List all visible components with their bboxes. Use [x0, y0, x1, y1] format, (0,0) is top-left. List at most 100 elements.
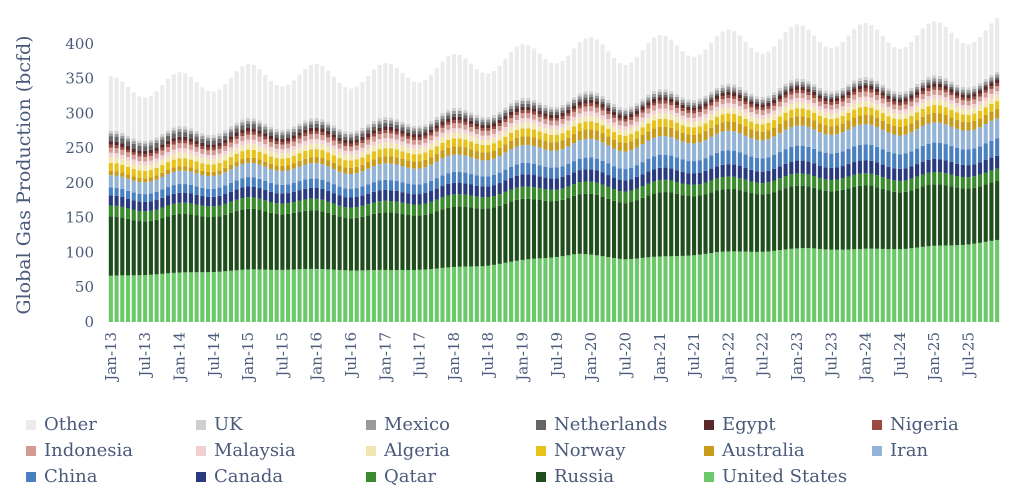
bar-segment: [348, 88, 354, 132]
bar-segment: [125, 178, 131, 191]
bar-segment: [749, 104, 754, 108]
bar-segment: [206, 144, 211, 148]
bar-segment: [429, 180, 434, 192]
legend-label: Netherlands: [554, 414, 668, 435]
bar-segment: [160, 197, 165, 208]
bar-segment: [343, 87, 348, 132]
bar-segment: [640, 50, 645, 99]
bar-segment: [497, 205, 502, 264]
bar-segment: [451, 194, 456, 207]
bar-segment: [320, 199, 325, 212]
bar-segment: [806, 174, 811, 187]
month-stack: [417, 82, 422, 322]
bar-segment: [303, 188, 308, 200]
bar-segment: [417, 134, 422, 138]
bar-segment: [760, 119, 765, 125]
bar-segment: [977, 242, 983, 322]
bar-segment: [537, 114, 542, 117]
bar-segment: [754, 103, 760, 107]
bar-segment: [406, 132, 411, 137]
bar-segment: [823, 167, 828, 180]
bar-segment: [188, 159, 193, 168]
bar-segment: [217, 271, 222, 322]
bar-segment: [554, 106, 559, 110]
month-stack: [486, 73, 491, 322]
bar-segment: [160, 207, 165, 219]
bar-segment: [611, 106, 617, 110]
bar-segment: [514, 187, 519, 200]
bar-segment: [446, 183, 451, 196]
bar-segment: [920, 246, 925, 322]
bar-segment: [629, 190, 634, 202]
bar-segment: [589, 129, 594, 139]
bar-segment: [943, 107, 948, 116]
bar-segment: [972, 113, 977, 121]
legend-item: UK: [196, 414, 243, 435]
bar-segment: [840, 189, 845, 250]
bar-segment: [989, 77, 994, 81]
bar-segment: [211, 164, 216, 172]
bar-segment: [354, 196, 359, 208]
bar-segment: [457, 111, 462, 114]
bar-segment: [320, 150, 325, 159]
bar-segment: [794, 78, 800, 82]
bar-segment: [434, 178, 439, 189]
bar-segment: [286, 143, 291, 149]
bar-segment: [406, 129, 411, 133]
bar-segment: [326, 181, 331, 191]
bar-segment: [228, 139, 233, 143]
bar-segment: [457, 194, 462, 207]
bar-segment: [623, 191, 628, 204]
bar-segment: [869, 24, 874, 79]
month-stack: [360, 82, 365, 322]
legend-swatch: [704, 419, 714, 430]
bar-segment: [834, 95, 840, 98]
x-tick-label: Jul-13: [136, 332, 154, 379]
bar-segment: [457, 116, 462, 121]
bar-segment: [663, 95, 668, 98]
bar-segment: [337, 137, 342, 142]
bar-segment: [171, 203, 176, 215]
bar-segment: [606, 51, 611, 100]
bar-segment: [491, 207, 497, 265]
month-stack: [903, 47, 908, 322]
bar-segment: [686, 55, 691, 100]
y-tick-label: 250: [65, 139, 94, 157]
bar-segment: [560, 149, 565, 167]
bar-segment: [960, 109, 965, 115]
bar-segment: [348, 167, 354, 174]
bar-segment: [714, 101, 720, 107]
bar-segment: [474, 129, 479, 135]
bar-segment: [434, 131, 439, 137]
bar-segment: [497, 156, 502, 173]
bar-segment: [423, 126, 428, 130]
bar-segment: [200, 196, 205, 206]
bar-segment: [429, 135, 434, 141]
bar-segment: [429, 126, 434, 130]
bar-segment: [943, 92, 948, 98]
bar-segment: [160, 155, 165, 160]
bar-segment: [331, 134, 336, 138]
bar-segment: [331, 145, 336, 150]
month-stack: [200, 87, 205, 322]
bar-segment: [360, 82, 365, 129]
bar-segment: [652, 110, 657, 115]
bar-segment: [246, 208, 251, 270]
bar-segment: [268, 146, 274, 151]
bar-segment: [223, 135, 228, 140]
bar-segment: [634, 103, 639, 106]
bar-segment: [640, 134, 645, 145]
bar-segment: [451, 108, 456, 111]
bar-segment: [806, 86, 811, 89]
bar-segment: [463, 118, 468, 122]
bar-segment: [652, 128, 657, 138]
bar-segment: [623, 118, 628, 122]
bar-segment: [995, 138, 1000, 156]
bar-segment: [806, 186, 811, 249]
bar-segment: [606, 257, 611, 322]
bar-segment: [703, 253, 708, 322]
bar-segment: [955, 87, 960, 91]
bar-segment: [125, 174, 131, 179]
bar-segment: [406, 270, 411, 322]
bar-segment: [160, 172, 165, 177]
